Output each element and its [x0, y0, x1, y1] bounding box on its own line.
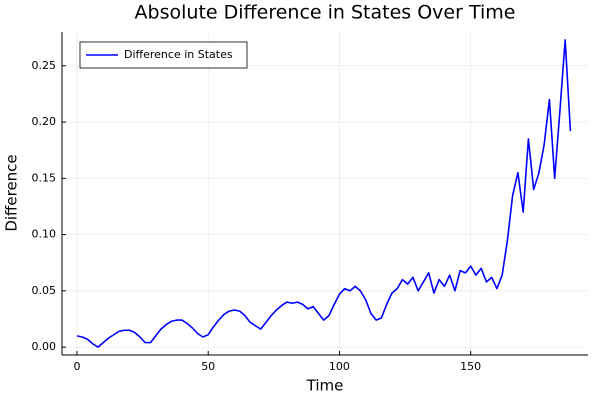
x-tick-label: 50 — [201, 360, 215, 373]
y-tick-label: 0.05 — [32, 284, 57, 297]
y-tick-label: 0.25 — [32, 59, 57, 72]
data-line — [76, 39, 572, 348]
y-tick-label: 0.20 — [32, 115, 57, 128]
y-tick-label: 0.00 — [32, 340, 57, 353]
x-tick-label: 150 — [460, 360, 481, 373]
y-tick-label: 0.10 — [32, 228, 57, 241]
y-axis-label: Difference — [3, 154, 21, 231]
chart-title: Absolute Difference in States Over Time — [135, 2, 516, 24]
x-tick-label: 100 — [329, 360, 350, 373]
y-tick-label: 0.15 — [32, 171, 57, 184]
x-tick-label: 0 — [73, 360, 80, 373]
legend-label: Difference in States — [124, 48, 233, 61]
x-axis-label: Time — [306, 377, 344, 395]
